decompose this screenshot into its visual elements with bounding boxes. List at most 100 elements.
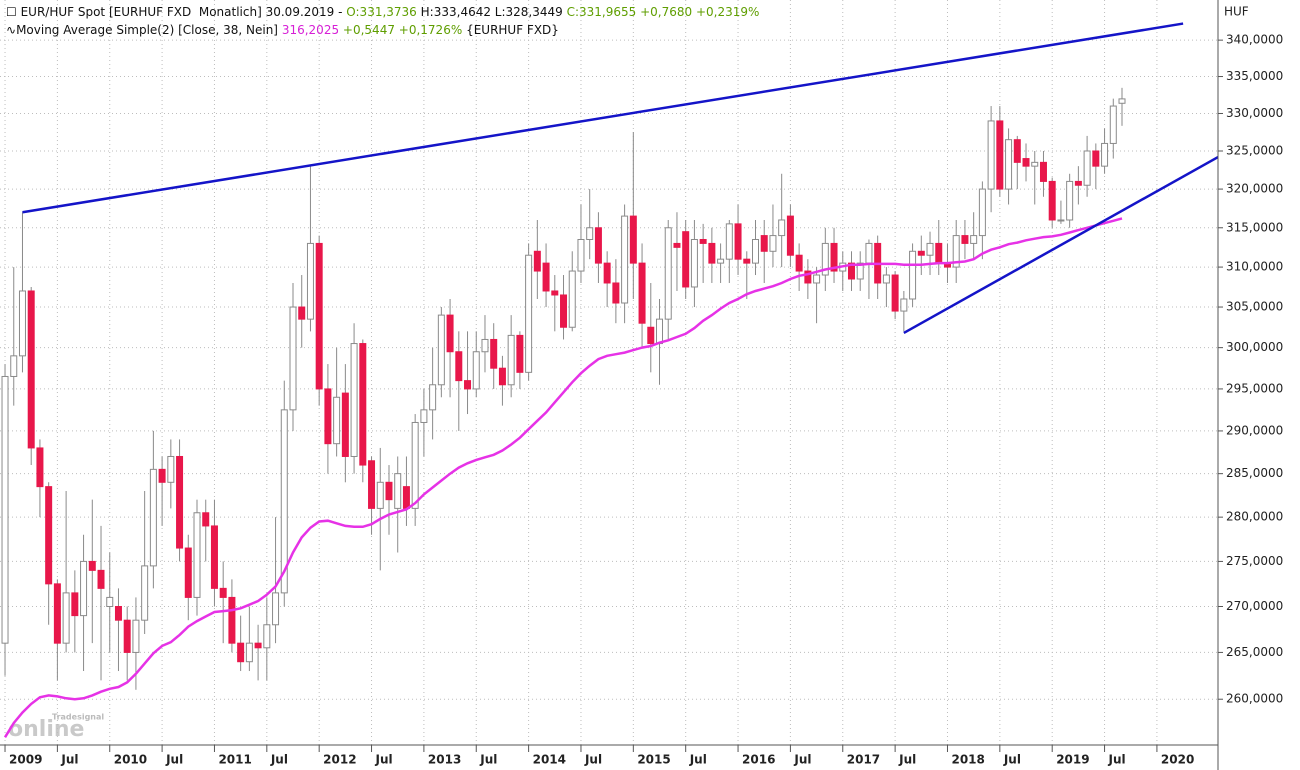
trendline [903,155,1218,335]
candle-body [272,592,280,626]
candle-body [987,120,995,190]
candle-body [786,215,794,256]
candle-body [682,231,690,288]
series-name: Moving Average Simple(2) [Close, 38, Nei… [16,23,278,37]
candle-body [533,250,541,272]
candle-body [481,338,489,353]
candle-body [280,409,288,594]
y-tick-label: 320,0000 [1226,182,1283,196]
x-tick-label: 2009 [9,753,42,767]
y-tick-label: 315,0000 [1226,220,1283,234]
candle-body [394,473,402,509]
candle-body [315,242,323,390]
candle-body [778,219,786,237]
candle-body [97,569,105,589]
y-tick-label: 305,0000 [1226,300,1283,314]
candle-body [149,468,157,567]
candle-body [429,384,437,411]
candle-body [210,525,218,589]
candle-body [237,642,245,663]
candle-body [1057,219,1065,222]
candle-body [498,367,506,386]
x-tick-label: Jul [898,753,916,767]
y-tick-label: 280,0000 [1226,510,1283,524]
candle-body [821,242,829,276]
candle-body [1022,158,1030,167]
candle-body [464,380,472,390]
candle-body [385,481,393,501]
series-change: +0,5447 +0,1726% [342,23,463,37]
candle-body [647,326,655,345]
candle-body [708,242,716,264]
candle-body [830,242,838,272]
series-last: 316,2025 [281,23,340,37]
x-tick-label: 2010 [114,753,147,767]
candle-body [507,334,515,386]
x-tick-label: 2012 [323,753,356,767]
x-tick-label: 2018 [951,753,984,767]
x-tick-label: 2013 [428,753,461,767]
candle-body [176,455,184,549]
candle-body [420,409,428,423]
candle-body [891,274,899,312]
y-tick-label: 335,0000 [1226,69,1283,83]
candle-body [725,223,733,260]
candle-body [673,242,681,248]
candle-body [106,596,114,607]
candle-body [193,512,201,598]
y-tick-label: 325,0000 [1226,143,1283,157]
logo-text: online [8,717,84,742]
candle-body [560,294,568,328]
candle-body [132,619,140,653]
candle-body [341,392,349,457]
candle-body [1005,139,1013,190]
y-tick-label: 270,0000 [1226,599,1283,613]
legend: ☐ EUR/HUF Spot [EURHUF FXD Monatlich] 30… [6,3,759,39]
candle-body [717,258,725,264]
candle-body [917,250,925,256]
candle-body [795,254,803,272]
x-tick-label: Jul [584,753,602,767]
candle-body [1083,150,1091,186]
candle-body [586,227,594,240]
candle-body [900,298,908,312]
candle-body [289,306,297,411]
candle-body [71,592,79,617]
candle-body [88,560,96,571]
y-tick-label: 340,0000 [1226,33,1283,47]
candle-body [961,235,969,244]
candle-body [882,274,890,284]
candle-body [350,343,358,457]
candle-body [411,421,419,509]
x-tick-label: Jul [60,753,78,767]
x-tick-label: Jul [165,753,183,767]
candle-body [629,215,637,264]
candle-body [27,290,35,449]
x-tick-label: 2011 [218,753,251,767]
x-tick-label: Jul [375,753,393,767]
candle-body [551,290,559,296]
candle-body [263,624,271,649]
candle-body [909,250,917,300]
candle-body [856,262,864,280]
candle-body [926,242,934,256]
legend-row: ☐ EUR/HUF Spot [EURHUF FXD Monatlich] 30… [6,5,760,19]
candle-body [306,242,314,320]
candle-body [699,238,707,244]
candle-body [359,343,367,466]
x-tick-label: Jul [689,753,707,767]
candle-body [80,560,88,617]
candle-body [324,388,332,445]
candle-body [1048,180,1056,221]
candle-body [123,619,131,653]
candle-body [1074,180,1082,186]
plot [1,22,1218,738]
y-tick-label: 265,0000 [1226,645,1283,659]
x-tick-label: 2019 [1056,753,1089,767]
candle-body [36,447,44,488]
candle-body [53,583,61,644]
candle-body [952,235,960,268]
candle-body [1092,150,1100,167]
candle-body [525,254,533,373]
moving-average [3,217,1123,738]
